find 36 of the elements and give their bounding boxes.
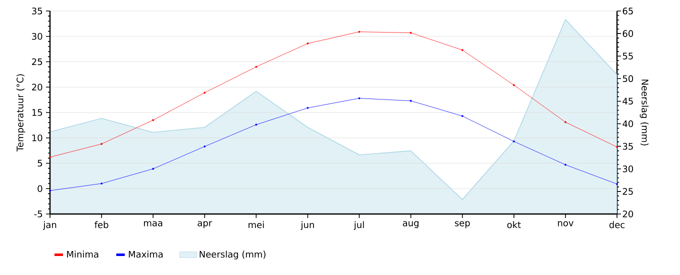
y-tick-label: 10 xyxy=(32,134,42,142)
x-tick-label: dec xyxy=(609,221,625,228)
x-tick-label: jul xyxy=(354,221,364,230)
y2-tick-label: 65 xyxy=(622,8,633,14)
legend-label: Maxima xyxy=(128,250,163,258)
x-tick-label: sep xyxy=(454,221,470,228)
y2-tick-label: 25 xyxy=(622,188,633,195)
x-tick-label: jun xyxy=(300,221,314,230)
y-tick-label: 30 xyxy=(32,32,42,40)
y-tick-label: -5 xyxy=(34,210,42,218)
y2-axis-title: Neerslag (mm) xyxy=(640,80,649,146)
y-tick-label: 0 xyxy=(38,185,42,192)
x-tick-label: nov xyxy=(558,221,574,226)
y2-tick-label: 30 xyxy=(622,165,634,172)
y2-tick-label: 55 xyxy=(622,52,633,60)
x-tick-label: mei xyxy=(248,221,264,228)
x-tick-label: okt xyxy=(507,221,521,228)
legend-label: Minima xyxy=(67,250,98,258)
y-tick-label: 15 xyxy=(32,109,42,116)
x-tick-label: aug xyxy=(402,221,418,228)
x-tick-label: maa xyxy=(144,221,162,226)
y-tick-label: 35 xyxy=(32,8,42,14)
y2-tick-label: 50 xyxy=(622,75,634,82)
y2-tick-label: 35 xyxy=(622,142,633,150)
y2-tick-label: 45 xyxy=(622,98,633,105)
x-tick-label: apr xyxy=(198,221,212,228)
y-tick-label: 20 xyxy=(32,84,42,91)
y2-tick-label: 20 xyxy=(622,210,634,218)
y-tick-label: 25 xyxy=(32,58,42,66)
legend-label: Neerslag (mm) xyxy=(200,250,266,260)
y2-tick-label: 40 xyxy=(622,120,634,128)
y2-tick-label: 60 xyxy=(622,30,634,37)
x-tick-label: jan xyxy=(42,221,56,230)
x-tick-label: feb xyxy=(94,221,108,228)
y-axis-title: Temperatuur (°C) xyxy=(16,74,26,152)
y-tick-label: 5 xyxy=(38,160,42,167)
